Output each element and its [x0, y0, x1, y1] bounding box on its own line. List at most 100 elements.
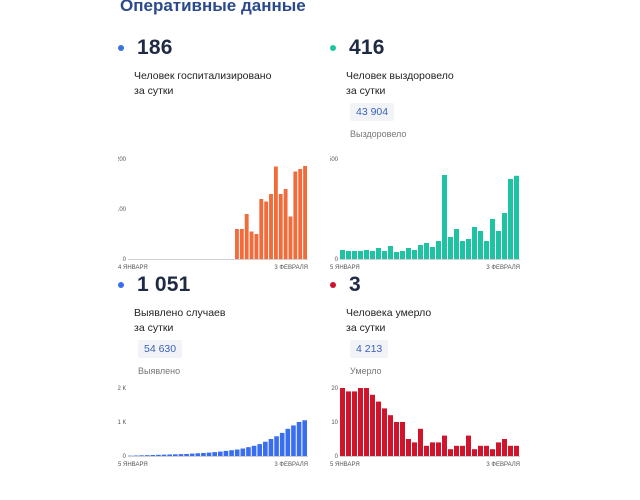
- bar: [235, 450, 240, 456]
- bar: [269, 194, 273, 259]
- bar: [259, 199, 263, 259]
- y-tick-label: 20: [331, 386, 338, 392]
- bar: [436, 442, 441, 456]
- bar: [442, 175, 447, 259]
- bar: [394, 422, 399, 456]
- cases-number: 1 051: [137, 273, 191, 297]
- bar: [508, 446, 513, 456]
- y-tick-label: 0: [335, 257, 339, 263]
- bar: [224, 451, 229, 456]
- bar: [406, 248, 411, 259]
- bar: [346, 391, 351, 456]
- bar: [250, 232, 254, 260]
- bar: [297, 422, 302, 456]
- bar: [430, 247, 435, 259]
- y-tick-label: 2 К: [118, 386, 127, 392]
- bar: [196, 453, 201, 456]
- bar: [472, 227, 477, 259]
- bar: [514, 176, 519, 259]
- cases-description: Выявлено случаев за сутки: [134, 306, 314, 336]
- bar: [376, 248, 381, 259]
- bar: [291, 425, 296, 456]
- bar: [358, 251, 363, 259]
- bar: [472, 449, 477, 456]
- cases-description-line-2: за сутки: [134, 321, 314, 336]
- bar: [139, 455, 144, 456]
- bar: [370, 395, 375, 456]
- bar: [264, 202, 268, 260]
- deaths-total-label: Умерло: [350, 366, 382, 376]
- bar: [245, 214, 249, 259]
- bar: [284, 189, 288, 259]
- deaths-description-line-1: Человека умерло: [346, 306, 526, 321]
- recovered-number: 416: [349, 36, 385, 60]
- bar: [448, 237, 453, 259]
- bar: [388, 415, 393, 456]
- bar: [167, 454, 172, 456]
- bar: [364, 250, 369, 259]
- bar: [134, 455, 139, 456]
- y-tick-label: 200: [118, 157, 127, 163]
- bar: [454, 229, 459, 259]
- y-tick-label: 500: [330, 157, 339, 163]
- hospitalized-number: 186: [137, 36, 173, 60]
- bar: [370, 251, 375, 259]
- bar: [240, 229, 244, 259]
- bar: [293, 172, 297, 260]
- recovered-description-line-2: за сутки: [346, 84, 526, 99]
- bar: [352, 391, 357, 456]
- bar: [424, 243, 429, 259]
- bar: [358, 388, 363, 456]
- bar: [190, 454, 195, 456]
- y-tick-label: 0: [123, 257, 127, 263]
- bar: [496, 231, 501, 259]
- bar: [394, 252, 399, 259]
- bar: [257, 444, 262, 456]
- bar: [246, 447, 251, 456]
- x-end-label: 3 ФЕВРАЛЯ: [486, 462, 520, 468]
- x-start-label: 5 ЯНВАРЯ: [118, 462, 148, 468]
- bar: [263, 442, 268, 456]
- deaths-dot-icon: [330, 282, 336, 288]
- recovered-description: Человек выздоровело за сутки: [346, 69, 526, 99]
- bar: [412, 250, 417, 259]
- x-end-label: 3 ФЕВРАЛЯ: [274, 462, 308, 468]
- bar: [430, 442, 435, 456]
- bar: [346, 251, 351, 259]
- bar: [162, 455, 167, 456]
- bar: [254, 234, 258, 259]
- bar: [466, 239, 471, 259]
- bar: [352, 251, 357, 259]
- bar: [436, 241, 441, 259]
- bar: [466, 436, 471, 456]
- recovered-dot-icon: [330, 45, 336, 51]
- bar: [424, 446, 429, 456]
- bar: [252, 446, 257, 456]
- recovered-total: 43 904: [350, 103, 394, 121]
- bar: [484, 241, 489, 259]
- bar: [151, 455, 156, 456]
- bar: [229, 450, 234, 456]
- bar: [274, 436, 279, 456]
- bar: [388, 246, 393, 259]
- bar: [145, 455, 150, 456]
- bar: [279, 194, 283, 259]
- bar: [201, 453, 206, 456]
- hospitalized-panel: 186 Человек госпитализировано за сутки 0…: [118, 33, 318, 263]
- bar: [502, 439, 507, 456]
- deaths-panel: 3 Человека умерло за сутки 4 213 Умерло …: [330, 270, 530, 500]
- bar: [478, 446, 483, 456]
- hospitalized-description: Человек госпитализировано за сутки: [134, 69, 314, 99]
- bar: [156, 455, 161, 456]
- bar: [340, 388, 345, 456]
- bar: [496, 442, 501, 456]
- cases-total: 54 630: [138, 340, 182, 358]
- bar: [179, 454, 184, 456]
- bar: [490, 449, 495, 456]
- bar: [298, 169, 302, 259]
- bar: [478, 231, 483, 259]
- bar: [302, 420, 307, 456]
